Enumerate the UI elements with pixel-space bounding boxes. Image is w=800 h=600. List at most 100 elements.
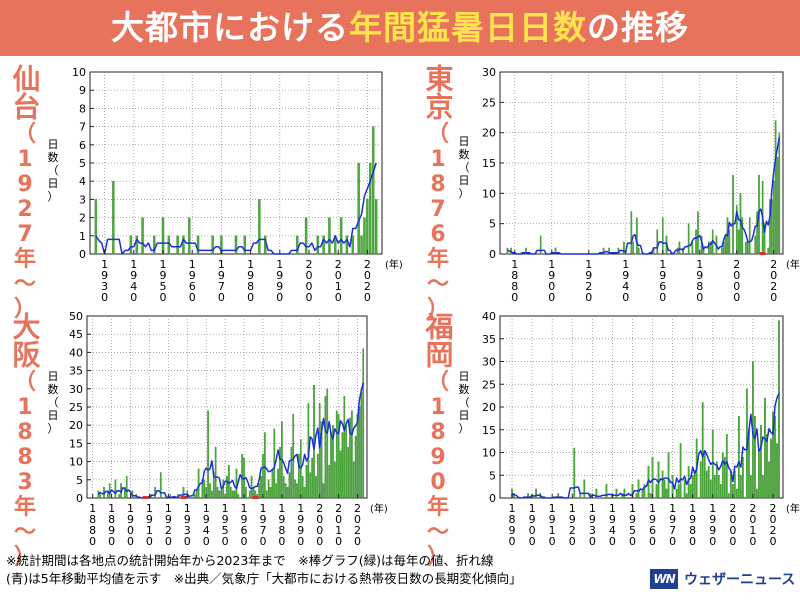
y-tick-label: 20 xyxy=(482,401,496,414)
bar xyxy=(298,454,300,499)
bar xyxy=(372,126,375,255)
x-tick-label-digit: 1 xyxy=(335,280,342,293)
header-banner xyxy=(0,0,800,56)
x-tick-label-digit: 9 xyxy=(184,513,191,526)
y-tick-label: 10 xyxy=(482,187,496,200)
bar xyxy=(188,217,191,255)
bar xyxy=(728,229,731,255)
x-tick-label-digit: 1 xyxy=(511,258,518,271)
x-tick-label-digit: 1 xyxy=(146,502,153,515)
bar xyxy=(595,488,598,499)
osaka-year-char: ） xyxy=(13,545,36,570)
bar xyxy=(245,486,247,499)
city-years-sendai: （ 1 9 2 7 年 ～ ） xyxy=(5,122,45,322)
x-tick-label-digit: 0 xyxy=(364,269,371,282)
x-tick-label-digit: 0 xyxy=(203,535,210,548)
bar xyxy=(296,235,299,255)
bar xyxy=(527,493,529,499)
tokyo-year-char: 年 xyxy=(426,247,449,272)
x-tick-label-digit: 0 xyxy=(335,269,342,282)
x-tick-label-digit: 1 xyxy=(146,524,153,537)
x-tick-label-digit: 0 xyxy=(247,291,254,304)
x-tick-label-digit: 1 xyxy=(297,502,304,515)
bar xyxy=(656,229,659,255)
missing-data-marker xyxy=(142,496,149,499)
bar xyxy=(715,461,718,499)
x-tick-label-digit: 9 xyxy=(165,513,172,526)
bar xyxy=(294,479,296,499)
x-tick-label-digit: 0 xyxy=(160,291,167,304)
x-tick-label-digit: 6 xyxy=(189,280,196,293)
page-title: 大都市における年間猛暑日日数の推移 xyxy=(0,0,800,56)
sendai-year-char: 7 xyxy=(17,222,33,247)
x-tick-label-digit: 2 xyxy=(354,524,361,537)
y-unit-char: ） xyxy=(458,422,470,435)
y-tick-label: 10 xyxy=(482,447,496,460)
bar xyxy=(328,465,330,499)
x-tick-label-digit: 0 xyxy=(165,535,172,548)
x-tick-label-digit: 2 xyxy=(733,258,740,271)
y-tick-label: 10 xyxy=(69,456,83,469)
bar xyxy=(745,241,747,255)
bar xyxy=(539,235,542,255)
osaka-year-char: （ xyxy=(13,370,36,395)
bar xyxy=(328,217,331,255)
bar xyxy=(360,392,363,499)
bar xyxy=(316,235,319,255)
bar xyxy=(725,434,728,499)
y-tick-label: 20 xyxy=(69,419,83,432)
x-tick-label-digit: 2 xyxy=(335,258,342,271)
x-tick-label-digit: 1 xyxy=(749,524,756,537)
y-tick-label: 0 xyxy=(489,248,496,261)
sendai-year-char: 年 xyxy=(13,247,36,272)
x-tick-label-digit: 0 xyxy=(609,535,616,548)
bar xyxy=(768,461,770,499)
bar xyxy=(766,434,768,499)
y-tick-label: 5 xyxy=(79,157,86,170)
x-tick-label-digit: 1 xyxy=(189,258,196,271)
fukuoka-year-char: 年 xyxy=(426,495,449,520)
x-tick-label-digit: 2 xyxy=(364,258,371,271)
y-tick-label: 2 xyxy=(79,212,86,225)
fukuoka-year-char: ～ xyxy=(426,520,449,545)
y-tick-label: 3 xyxy=(79,193,86,206)
bar xyxy=(243,235,246,255)
x-tick-label-digit: 2 xyxy=(354,502,361,515)
x-tick-label-digit: 9 xyxy=(127,513,134,526)
bar xyxy=(630,211,633,255)
bar xyxy=(643,484,646,499)
bar xyxy=(717,475,720,499)
bar xyxy=(737,415,740,499)
x-tick-label-digit: 1 xyxy=(184,502,191,515)
x-tick-label-digit: 0 xyxy=(335,513,342,526)
bar xyxy=(649,493,652,499)
y-unit-char: （ xyxy=(458,161,470,174)
x-tick-label-digit: 1 xyxy=(247,258,254,271)
bar xyxy=(356,414,359,499)
bar xyxy=(141,217,144,255)
x-tick-label-digit: 8 xyxy=(89,513,96,526)
x-tick-label-digit: 2 xyxy=(569,524,576,537)
bar xyxy=(153,235,156,255)
bar xyxy=(351,235,355,255)
x-tick-label-digit: 2 xyxy=(749,502,756,515)
x-tick-label-digit: 2 xyxy=(306,258,313,271)
x-tick-label-digit: 9 xyxy=(709,524,716,537)
bar xyxy=(322,235,325,255)
x-tick-label-digit: 1 xyxy=(569,502,576,515)
x-tick-label-digit: 0 xyxy=(548,280,555,293)
x-tick-label-digit: 8 xyxy=(511,269,518,282)
x-tick-label-digit: 0 xyxy=(548,291,555,304)
y-tick-label: 8 xyxy=(79,102,86,115)
bar xyxy=(182,235,185,255)
bar xyxy=(778,132,781,255)
bar xyxy=(602,247,605,255)
x-tick-label-digit: 9 xyxy=(241,513,248,526)
x-tick-label-digit: 0 xyxy=(733,280,740,293)
fukuoka-year-char: 9 xyxy=(430,445,446,470)
y-unit-char: 日 xyxy=(458,135,470,148)
bar xyxy=(663,479,666,499)
y-tick-label: 40 xyxy=(482,310,496,323)
bar xyxy=(557,493,560,499)
bar xyxy=(360,235,363,255)
